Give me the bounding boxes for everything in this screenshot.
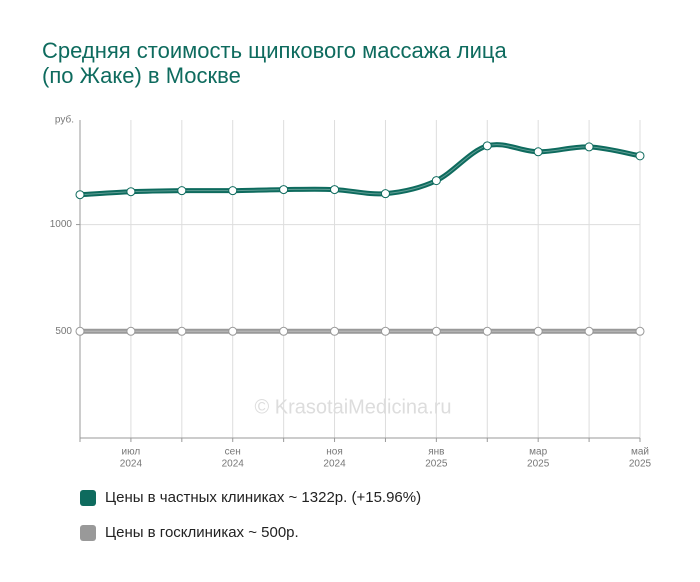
data-point [177,326,187,336]
x-tick-label: июл [122,447,141,458]
data-point [75,190,85,200]
y-tick-label: 1000 [50,219,73,230]
data-point [279,326,289,336]
y-tick-label: 500 [55,326,72,337]
data-point [228,326,238,336]
data-point [431,326,441,336]
data-point [635,326,645,336]
legend-swatch [80,490,96,506]
legend-swatch [80,525,96,541]
x-tick-label: 2025 [425,459,448,470]
data-point [228,186,238,196]
series-line [79,142,641,198]
data-point [533,147,543,157]
data-point [177,186,187,196]
x-tick-label: 2025 [629,459,652,470]
x-tick-label: 2024 [323,459,346,470]
data-point [635,151,645,161]
legend-label: Цены в госклиниках ~ 500р. [105,524,299,541]
data-point [482,326,492,336]
x-tick-label: мар [529,447,547,458]
data-point [126,187,136,197]
y-axis-label: руб. [55,114,74,126]
x-tick-label: май [631,447,649,458]
x-tick-label: янв [428,447,444,458]
data-point [533,326,543,336]
x-tick-label: 2025 [527,459,550,470]
x-tick-label: сен [225,447,241,458]
chart-title: Средняя стоимость щипкового массажа лица [42,38,508,63]
data-point [584,326,594,336]
chart-title: (по Жаке) в Москве [42,63,241,88]
legend-label: Цены в частных клиниках ~ 1322р. (+15.96… [105,489,421,506]
data-point [75,326,85,336]
data-point [431,176,441,186]
data-point [126,326,136,336]
data-point [584,142,594,152]
data-point [330,185,340,195]
data-point [279,185,289,195]
x-tick-label: 2024 [222,459,245,470]
data-point [380,189,390,199]
data-point [380,326,390,336]
data-point [482,141,492,151]
watermark: © KrasotaiMedicina.ru [254,396,451,418]
data-point [330,326,340,336]
x-tick-label: ноя [326,447,343,458]
x-tick-label: 2024 [120,459,143,470]
